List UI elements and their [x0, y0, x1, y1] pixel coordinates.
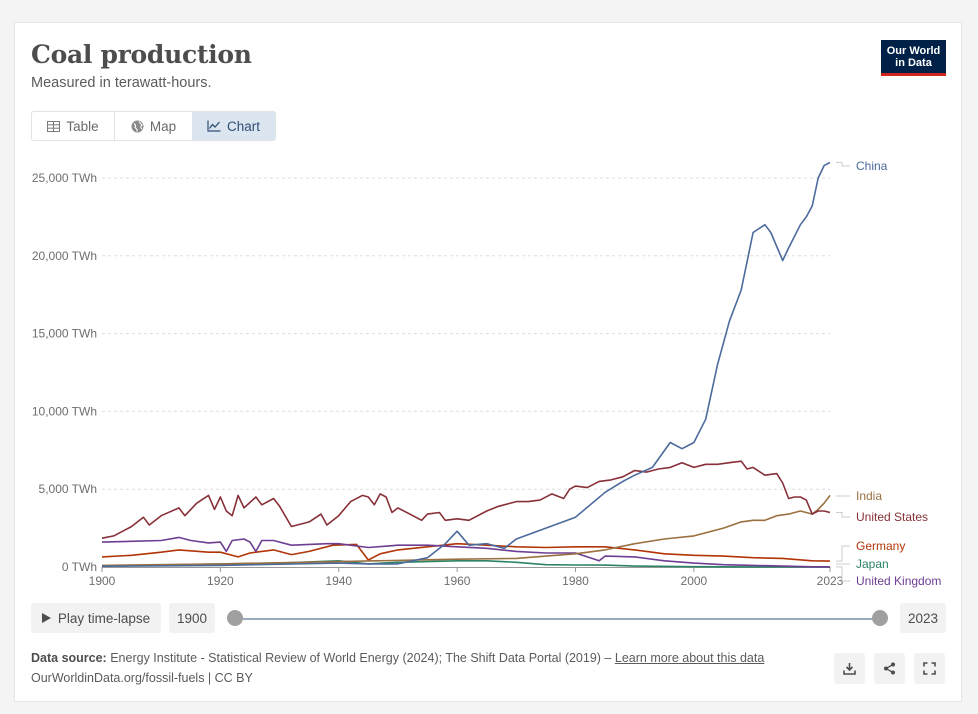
legend-label-japan: Japan — [856, 557, 889, 571]
chart-title: Coal production — [31, 40, 252, 69]
line-chart: 0 TWh 5,000 TWh 10,000 TWh 15,000 TWh 20,000… — [32, 159, 942, 588]
logo-line-1: Our World — [886, 45, 941, 57]
y-tick-label: 20,000 TWh — [32, 249, 97, 263]
source-url[interactable]: OurWorldinData.org/fossil-fuels | CC BY — [31, 671, 253, 685]
series-line-china — [101, 161, 831, 567]
play-timelapse-label: Play time-lapse — [57, 610, 151, 626]
legend-label-united-states: United States — [856, 510, 928, 524]
start-year-box[interactable]: 1900 — [169, 603, 215, 633]
chart-card — [14, 22, 962, 702]
globe-icon — [131, 120, 144, 132]
play-icon — [41, 613, 51, 623]
view-tabs: Table Map Chart — [31, 111, 276, 141]
legend-label-united-kingdom: United Kingdom — [856, 574, 941, 588]
legend-label-germany: Germany — [856, 539, 905, 553]
tab-map-label: Map — [149, 118, 177, 134]
source-text: Energy Institute - Statistical Review of… — [110, 651, 612, 665]
legend-connector-germany — [836, 545, 850, 562]
fullscreen-button[interactable] — [914, 653, 945, 684]
x-tick-label: 1960 — [444, 574, 471, 588]
data-source: Data source: Energy Institute - Statisti… — [31, 651, 764, 665]
tab-table-label: Table — [66, 118, 99, 134]
legend-connector-china — [836, 161, 850, 167]
y-tick-label: 5,000 TWh — [39, 482, 97, 496]
legend-connector-united-kingdom — [836, 566, 850, 582]
share-button[interactable] — [874, 653, 905, 684]
logo-line-2: in Data — [895, 57, 932, 69]
x-tick-label: 1900 — [89, 574, 116, 588]
tab-chart[interactable]: Chart — [192, 112, 275, 140]
y-tick-label: 0 TWh — [62, 560, 97, 574]
table-icon — [47, 120, 61, 132]
y-tick-label: 25,000 TWh — [32, 171, 97, 185]
end-year-box[interactable]: 2023 — [900, 603, 946, 633]
timeline-track[interactable] — [235, 618, 880, 620]
chart-subtitle: Measured in terawatt-hours. — [31, 75, 212, 91]
source-label: Data source: — [31, 651, 107, 665]
download-icon — [843, 663, 856, 675]
x-tick-label: 2023 — [817, 574, 844, 588]
y-tick-label: 10,000 TWh — [32, 404, 97, 418]
legend-label-india: India — [856, 489, 882, 503]
owid-logo[interactable]: Our World in Data — [881, 40, 946, 76]
end-year-handle[interactable] — [872, 610, 888, 626]
fullscreen-icon — [923, 662, 936, 675]
series-line-united-states — [101, 460, 831, 539]
download-button[interactable] — [834, 653, 865, 684]
tab-table[interactable]: Table — [32, 112, 114, 140]
start-year-handle[interactable] — [227, 610, 243, 626]
line-chart-icon — [207, 120, 221, 132]
timeline-controls: Play time-lapse 1900 2023 — [31, 603, 946, 633]
x-tick-label: 1940 — [325, 574, 352, 588]
series-line-united-kingdom — [101, 536, 831, 568]
series-line-india — [101, 494, 831, 567]
x-tick-label: 2000 — [681, 574, 708, 588]
play-timelapse-button[interactable]: Play time-lapse — [31, 603, 161, 633]
learn-more-link[interactable]: Learn more about this data — [614, 651, 765, 665]
legend-label-china: China — [856, 159, 888, 173]
tab-map[interactable]: Map — [114, 112, 192, 140]
share-icon — [884, 662, 895, 675]
x-tick-label: 1920 — [207, 574, 234, 588]
tab-chart-label: Chart — [226, 118, 260, 134]
x-tick-label: 1980 — [562, 574, 589, 588]
y-tick-label: 15,000 TWh — [32, 327, 97, 341]
series-line-germany — [101, 542, 831, 562]
legend-connector-united-states — [836, 512, 850, 518]
